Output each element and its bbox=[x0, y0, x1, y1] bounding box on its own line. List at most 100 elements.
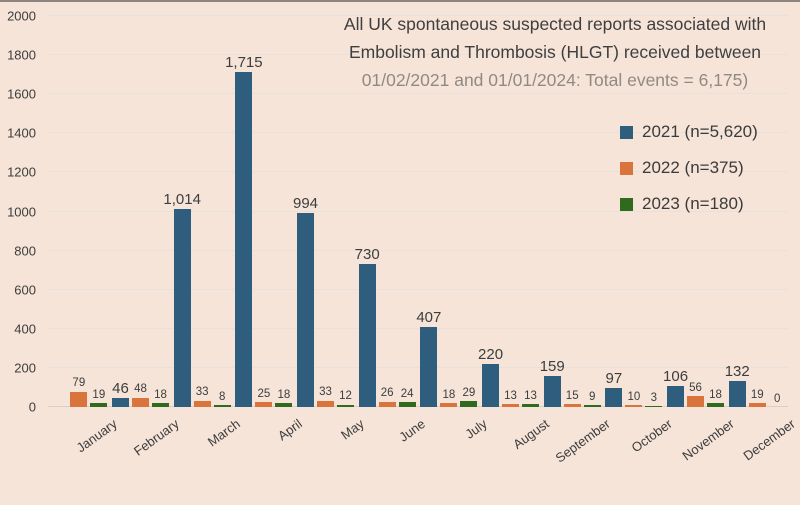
month-group: 106 56 18 November bbox=[663, 16, 736, 463]
bar-2023 bbox=[707, 403, 725, 407]
y-axis-tick-label: 1200 bbox=[7, 164, 36, 180]
bar-slot: 3 bbox=[645, 16, 663, 407]
legend-swatch bbox=[620, 161, 633, 175]
chart-page: { "title": { "line1": "All UK spontaneou… bbox=[0, 0, 800, 466]
gridline bbox=[48, 15, 788, 16]
bar-value-label: 33 bbox=[195, 386, 209, 399]
bar-2021 bbox=[420, 327, 438, 407]
bar-slot: 56 bbox=[687, 16, 705, 407]
chart-title: All UK spontaneous suspected reports ass… bbox=[322, 10, 788, 94]
bar-slot: 24 bbox=[398, 16, 416, 407]
bar-value-label: 106 bbox=[663, 368, 689, 386]
bar-value-label: 159 bbox=[539, 357, 565, 375]
bar-slot: 1,715 bbox=[225, 16, 263, 407]
gridline bbox=[48, 327, 788, 329]
bar-2022 bbox=[440, 403, 458, 407]
chart-title-line1: All UK spontaneous suspected reports ass… bbox=[343, 14, 767, 34]
bar-slot: 9 bbox=[583, 16, 601, 407]
bar-value-label: 25 bbox=[257, 387, 271, 400]
bar-value-label: 9 bbox=[589, 390, 596, 403]
bar-slot: 25 bbox=[255, 16, 273, 407]
bar-2021 bbox=[235, 71, 253, 407]
bar-slot: 18 bbox=[440, 16, 458, 407]
legend-item: 2023 (n=180) bbox=[620, 194, 758, 214]
legend-label: 2021 (n=5,620) bbox=[642, 122, 758, 141]
bar-value-label: 29 bbox=[462, 386, 476, 399]
bar-value-label: 1,014 bbox=[163, 190, 201, 208]
legend-swatch bbox=[620, 197, 633, 211]
bar-slot: 46 bbox=[112, 16, 129, 407]
bar-groups: 79 19 January 46 48 18 February 1,014 33 8 March 1,… bbox=[48, 16, 798, 466]
month-group: 79 19 January bbox=[48, 16, 120, 455]
bar-slot: 1,014 bbox=[163, 16, 201, 407]
bar-2023 bbox=[337, 404, 355, 407]
bar-2023 bbox=[90, 403, 108, 407]
gridline bbox=[48, 93, 788, 95]
bar-2022 bbox=[687, 396, 705, 407]
bar-2023 bbox=[583, 405, 601, 407]
x-axis-label: January bbox=[73, 416, 120, 456]
bar-value-label: 12 bbox=[339, 390, 352, 403]
bar-2022 bbox=[193, 400, 211, 407]
bar-value-label: 3 bbox=[650, 391, 658, 404]
bar-slot: 12 bbox=[337, 16, 355, 407]
bar-2023 bbox=[460, 401, 478, 407]
gridline bbox=[48, 366, 788, 368]
bar-value-label: 10 bbox=[627, 390, 641, 403]
bar-2021 bbox=[667, 386, 685, 407]
bar-2022 bbox=[748, 403, 766, 407]
gridline bbox=[48, 288, 788, 290]
bar-value-label: 13 bbox=[524, 389, 537, 402]
bar-value-label: 46 bbox=[112, 380, 129, 398]
bar-2022 bbox=[132, 397, 149, 407]
bar-2022 bbox=[625, 405, 643, 407]
y-axis-tick-label: 1400 bbox=[7, 125, 36, 141]
month-group: 1,014 33 8 March bbox=[163, 16, 243, 450]
bar-slot: 994 bbox=[293, 16, 318, 407]
bar-slot: 33 bbox=[317, 16, 335, 407]
bar-value-label: 56 bbox=[689, 381, 702, 394]
plot-area bbox=[48, 15, 788, 407]
x-axis-label: April bbox=[274, 416, 305, 444]
bar-slot: 13 bbox=[502, 16, 520, 407]
x-axis-label: August bbox=[509, 416, 552, 452]
bar-value-label: 15 bbox=[565, 389, 579, 402]
bar-2021 bbox=[358, 264, 376, 407]
bar-value-label: 18 bbox=[154, 388, 167, 401]
y-axis-tick-label: 1000 bbox=[7, 204, 36, 219]
bar-2022 bbox=[255, 402, 273, 407]
bar-value-label: 13 bbox=[504, 389, 517, 402]
bar-2023 bbox=[645, 406, 663, 407]
bar-value-label: 18 bbox=[277, 388, 291, 401]
bar-slot: 13 bbox=[522, 16, 540, 407]
bar-value-label: 220 bbox=[478, 346, 504, 363]
x-axis-label: November bbox=[679, 416, 737, 464]
bar-2022 bbox=[378, 401, 396, 407]
bar-2022 bbox=[502, 404, 520, 407]
bar-2021 bbox=[543, 375, 561, 407]
bar-slot: 730 bbox=[355, 16, 380, 407]
bar-value-label: 1,715 bbox=[225, 53, 263, 71]
bar-value-label: 994 bbox=[293, 194, 319, 212]
bar-slot bbox=[50, 16, 67, 407]
bar-slot: 220 bbox=[478, 16, 503, 407]
month-group: 46 48 18 February bbox=[110, 16, 181, 459]
x-axis-label: September bbox=[552, 416, 614, 466]
bar-slot: 97 bbox=[605, 16, 623, 407]
legend-item: 2021 (n=5,620) bbox=[620, 122, 758, 142]
x-axis-label: February bbox=[130, 416, 182, 459]
bar-2022 bbox=[317, 400, 335, 407]
y-axis-tick-label: 0 bbox=[28, 399, 36, 415]
x-axis-label: May bbox=[337, 416, 367, 443]
bar-2021 bbox=[112, 398, 129, 407]
bar-slot: 19 bbox=[90, 16, 108, 407]
legend-label: 2022 (n=375) bbox=[642, 158, 744, 177]
bar-slot: 18 bbox=[152, 16, 169, 407]
bar-slot: 26 bbox=[378, 16, 396, 407]
bar-slot: 8 bbox=[213, 16, 231, 407]
bar-2021 bbox=[173, 208, 191, 407]
month-group: 220 13 13 August bbox=[478, 16, 551, 452]
bar-slot: 48 bbox=[132, 16, 149, 407]
gridline bbox=[48, 406, 788, 407]
chart-title-line3: 01/02/2021 and 01/01/2024: Total events … bbox=[361, 70, 749, 90]
